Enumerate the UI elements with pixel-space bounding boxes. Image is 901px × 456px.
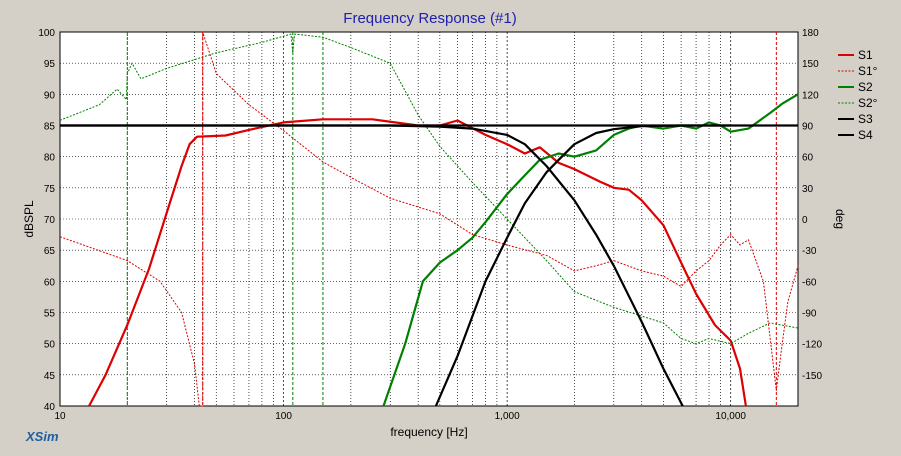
y-tick-label: 50 <box>44 340 56 351</box>
legend: S1 S1° S2 S2° S3 S4 <box>838 48 878 142</box>
y2-tick-label: 180 <box>802 28 819 39</box>
y-tick-label: 85 <box>44 122 56 133</box>
legend-label: S3 <box>858 112 873 126</box>
y-axis-label: dBSPL <box>22 200 36 238</box>
y-tick-label: 100 <box>38 28 55 39</box>
chart-title: Frequency Response (#1) <box>343 10 516 27</box>
y-tick-label: 80 <box>44 153 56 164</box>
legend-label: S1 <box>858 48 873 62</box>
x-axis-label: frequency [Hz] <box>390 425 467 439</box>
y2-axis-label: deg <box>833 209 847 229</box>
legend-label: S2 <box>858 80 873 94</box>
y2-tick-label: -150 <box>802 371 822 382</box>
series-line-s4 <box>434 124 731 407</box>
legend-label: S2° <box>858 96 878 110</box>
series-line-s2 <box>382 93 799 407</box>
y-tick-label: 75 <box>44 184 56 195</box>
y2-tick-label: -60 <box>802 277 817 288</box>
y-tick-label: 55 <box>44 309 56 320</box>
y-tick-label: 40 <box>44 402 56 413</box>
series-line-s1 <box>88 118 747 407</box>
y-tick-label: 65 <box>44 246 56 257</box>
y-tick-label: 60 <box>44 277 56 288</box>
y-tick-label: 90 <box>44 90 56 101</box>
y2-tick-label: -90 <box>802 309 817 320</box>
y2-tick-label: -30 <box>802 246 817 257</box>
y-tick-label: 45 <box>44 371 56 382</box>
y-tick-label: 70 <box>44 215 56 226</box>
y2-tick-label: 120 <box>802 90 819 101</box>
legend-label: S4 <box>858 128 873 142</box>
grid-lines <box>60 32 798 406</box>
x-tick-label: 100 <box>275 411 292 422</box>
x-tick-label: 10 <box>54 411 66 422</box>
axis-ticks: 10 100 1,000 10,000 40 45 50 55 60 65 70 75 80 85 90 95… <box>38 28 822 422</box>
series-line-s1-phase <box>59 31 799 407</box>
y-tick-label: 95 <box>44 59 56 70</box>
y2-tick-label: 0 <box>802 215 808 226</box>
y2-tick-label: -120 <box>802 340 822 351</box>
y2-tick-label: 90 <box>802 122 814 133</box>
series-line-s4b <box>60 124 684 407</box>
x-tick-label: 10,000 <box>715 411 746 422</box>
y2-tick-label: 150 <box>802 59 819 70</box>
series-lines <box>59 31 799 407</box>
series-line-s2-phase <box>59 33 799 345</box>
legend-label: S1° <box>858 64 878 78</box>
y2-tick-label: 60 <box>802 153 814 164</box>
brand-logo-text: XSim <box>25 429 59 444</box>
y2-tick-label: 30 <box>802 184 814 195</box>
x-tick-label: 1,000 <box>495 411 520 422</box>
